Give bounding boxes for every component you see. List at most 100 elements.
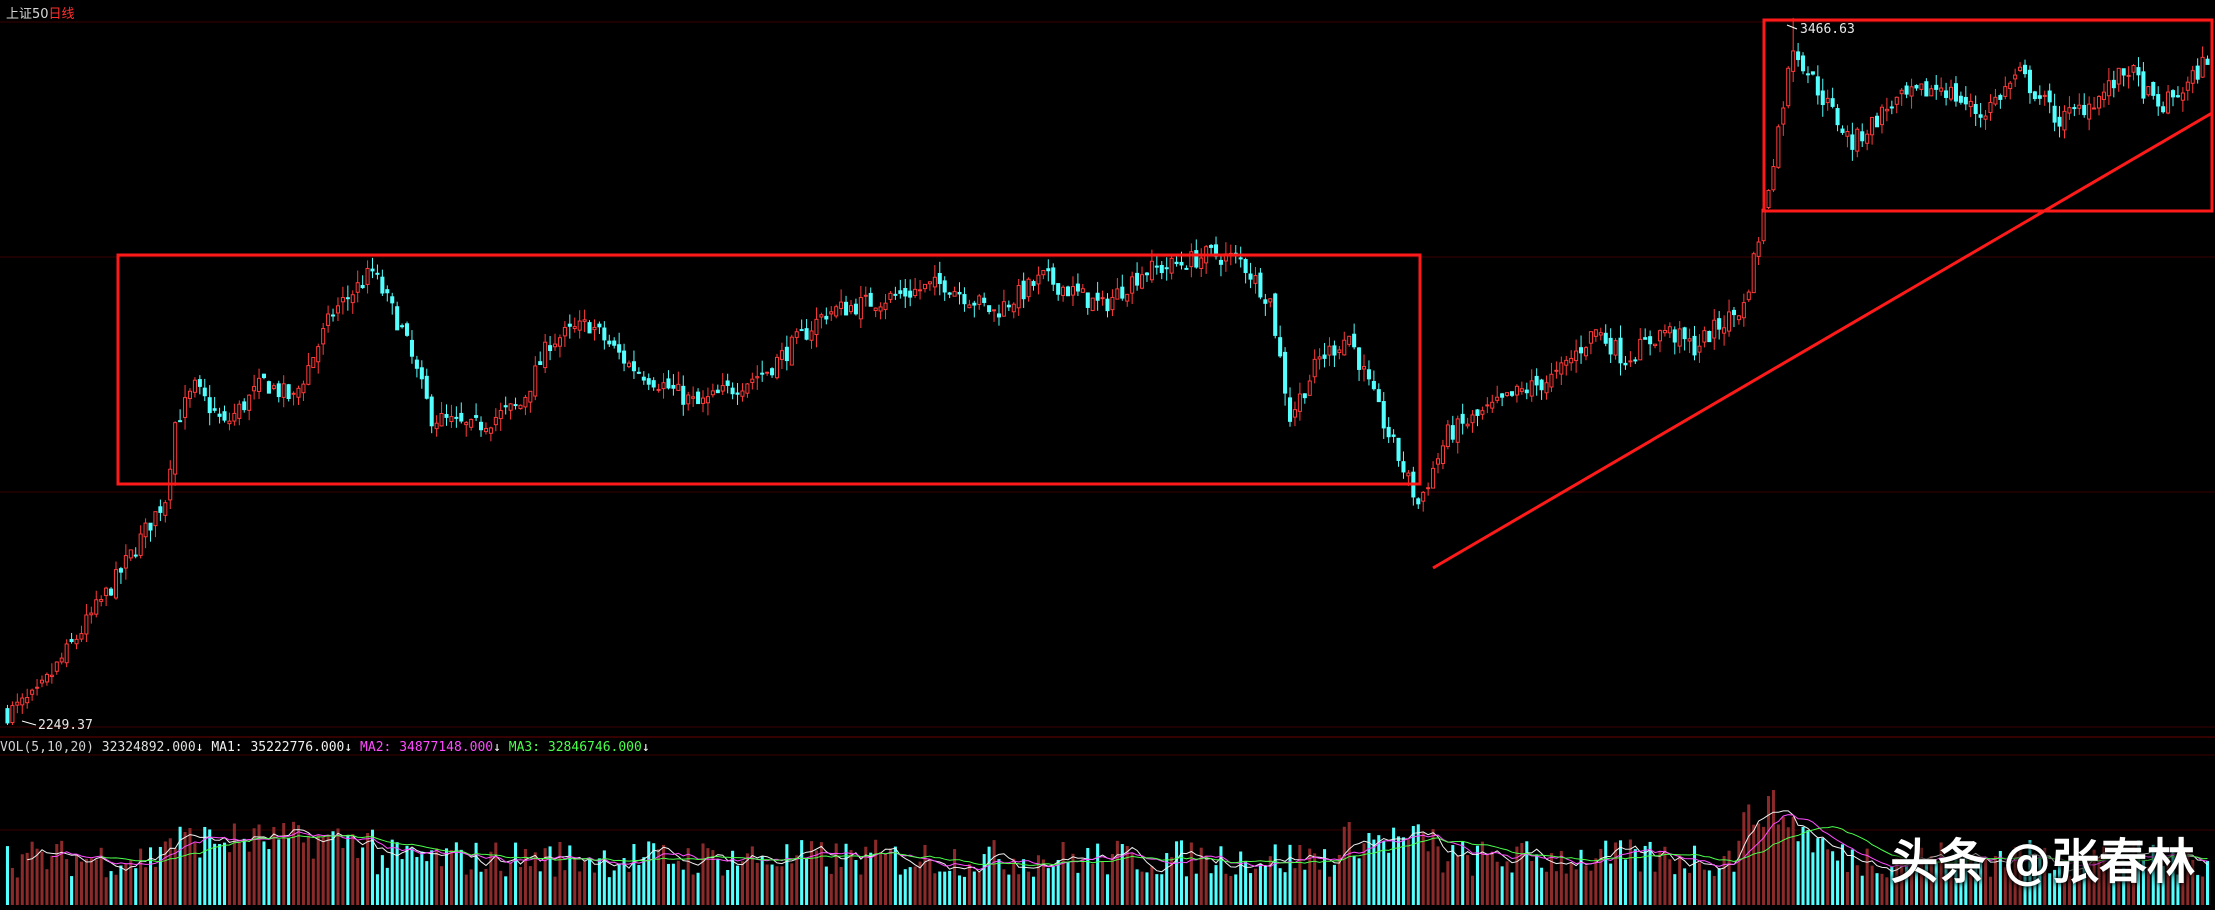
candle-body (582, 319, 587, 322)
volume-bar (148, 847, 153, 905)
candle-body (2057, 116, 2062, 127)
volume-bar (1239, 851, 1243, 905)
candle-body (296, 387, 301, 398)
candle-body (207, 397, 212, 414)
candle-body (2032, 91, 2037, 100)
candle-body (178, 420, 183, 423)
candle-body (1968, 100, 1973, 108)
candle-body (1934, 84, 1939, 90)
candle-body (2170, 90, 2176, 98)
volume-bar (435, 848, 439, 905)
volume-bar (1056, 859, 1060, 905)
candle-body (74, 638, 79, 645)
ma1-label: MA1: (211, 740, 243, 755)
candle-body (518, 404, 523, 410)
volume-bar (1110, 854, 1114, 905)
volume-bar (2072, 864, 2076, 905)
volume-bar (173, 848, 177, 905)
candle-body (1455, 418, 1460, 443)
candle-body (1327, 345, 1332, 356)
volume-bar (790, 863, 794, 905)
volume-bar (1900, 857, 1904, 905)
candle-body (2111, 79, 2116, 89)
volume-bar (2038, 856, 2042, 905)
candle-body (1470, 414, 1475, 424)
candle-body (84, 614, 89, 635)
candle-body (1386, 426, 1391, 438)
volume-bar (232, 823, 236, 905)
volume-bar (1934, 861, 1938, 905)
volume-bar (1663, 846, 1667, 905)
candle-body (1899, 89, 1904, 95)
candle-body (710, 390, 715, 396)
volume-bar (1160, 874, 1164, 905)
volume-bar (854, 859, 858, 905)
candle-body (30, 689, 35, 695)
candle-body (405, 323, 410, 336)
volume-bar (1027, 871, 1031, 905)
volume-bar (326, 834, 330, 905)
volume-bar (607, 877, 611, 905)
candle-body (1569, 357, 1574, 364)
volume-bar (824, 866, 828, 905)
candle-body (829, 311, 834, 315)
consolidation-box-2 (1762, 18, 2214, 213)
candle-body (1613, 340, 1618, 356)
volume-bar (1022, 859, 1026, 905)
candle-body (474, 415, 479, 418)
candle-body (853, 303, 858, 315)
candle-body (622, 350, 627, 364)
candle-body (508, 403, 513, 411)
volume-bar (706, 848, 710, 905)
candle-body (587, 322, 592, 334)
candle-body (335, 305, 340, 314)
volume-bar (1051, 866, 1055, 905)
volume-bar (563, 870, 567, 905)
candle-body (686, 394, 691, 405)
volume-indicator-name[interactable]: VOL(5,10,20) (0, 740, 94, 755)
candle-body (1653, 343, 1658, 347)
candle-body (1164, 267, 1169, 270)
period-label[interactable]: 日线 (48, 7, 75, 22)
candle-body (1702, 330, 1707, 343)
candle-body (1756, 241, 1761, 257)
volume-bar (1781, 816, 1785, 905)
candle-body (1332, 345, 1337, 356)
volume-bar (55, 844, 59, 905)
volume-bar (1392, 827, 1396, 905)
candle-body (1218, 259, 1223, 265)
candle-body (1988, 101, 1993, 113)
volume-bar (1688, 872, 1692, 905)
candle-body (1583, 347, 1589, 357)
candle-body (1445, 424, 1450, 448)
candle-body (99, 598, 104, 602)
volume-bar (158, 846, 162, 905)
candle-body (459, 412, 464, 422)
volume-bar (1875, 873, 1879, 905)
candle-body (1519, 388, 1524, 392)
volume-bar (1796, 841, 1800, 905)
volume-bar (188, 828, 192, 905)
volume-bar (168, 838, 172, 905)
candle-body (2003, 86, 2008, 97)
volume-bar (795, 855, 799, 905)
candle-body (1416, 498, 1421, 505)
candle-body (992, 309, 997, 312)
candle-body (656, 388, 661, 391)
volume-bar (1954, 844, 1958, 905)
candle-body (1287, 397, 1293, 422)
volume-bar (163, 841, 167, 905)
volume-bar (1678, 855, 1682, 905)
candle-body (113, 569, 119, 599)
volume-bar (405, 845, 409, 905)
candle-body (1130, 276, 1135, 294)
volume-bar (755, 862, 759, 905)
volume-bar (1969, 856, 1973, 905)
volume-bar (760, 856, 764, 905)
volume-bar (1387, 852, 1391, 905)
candle-body (1307, 380, 1312, 396)
candle-body (962, 294, 967, 305)
candle-body (2126, 74, 2131, 77)
volume-bar (208, 829, 212, 905)
